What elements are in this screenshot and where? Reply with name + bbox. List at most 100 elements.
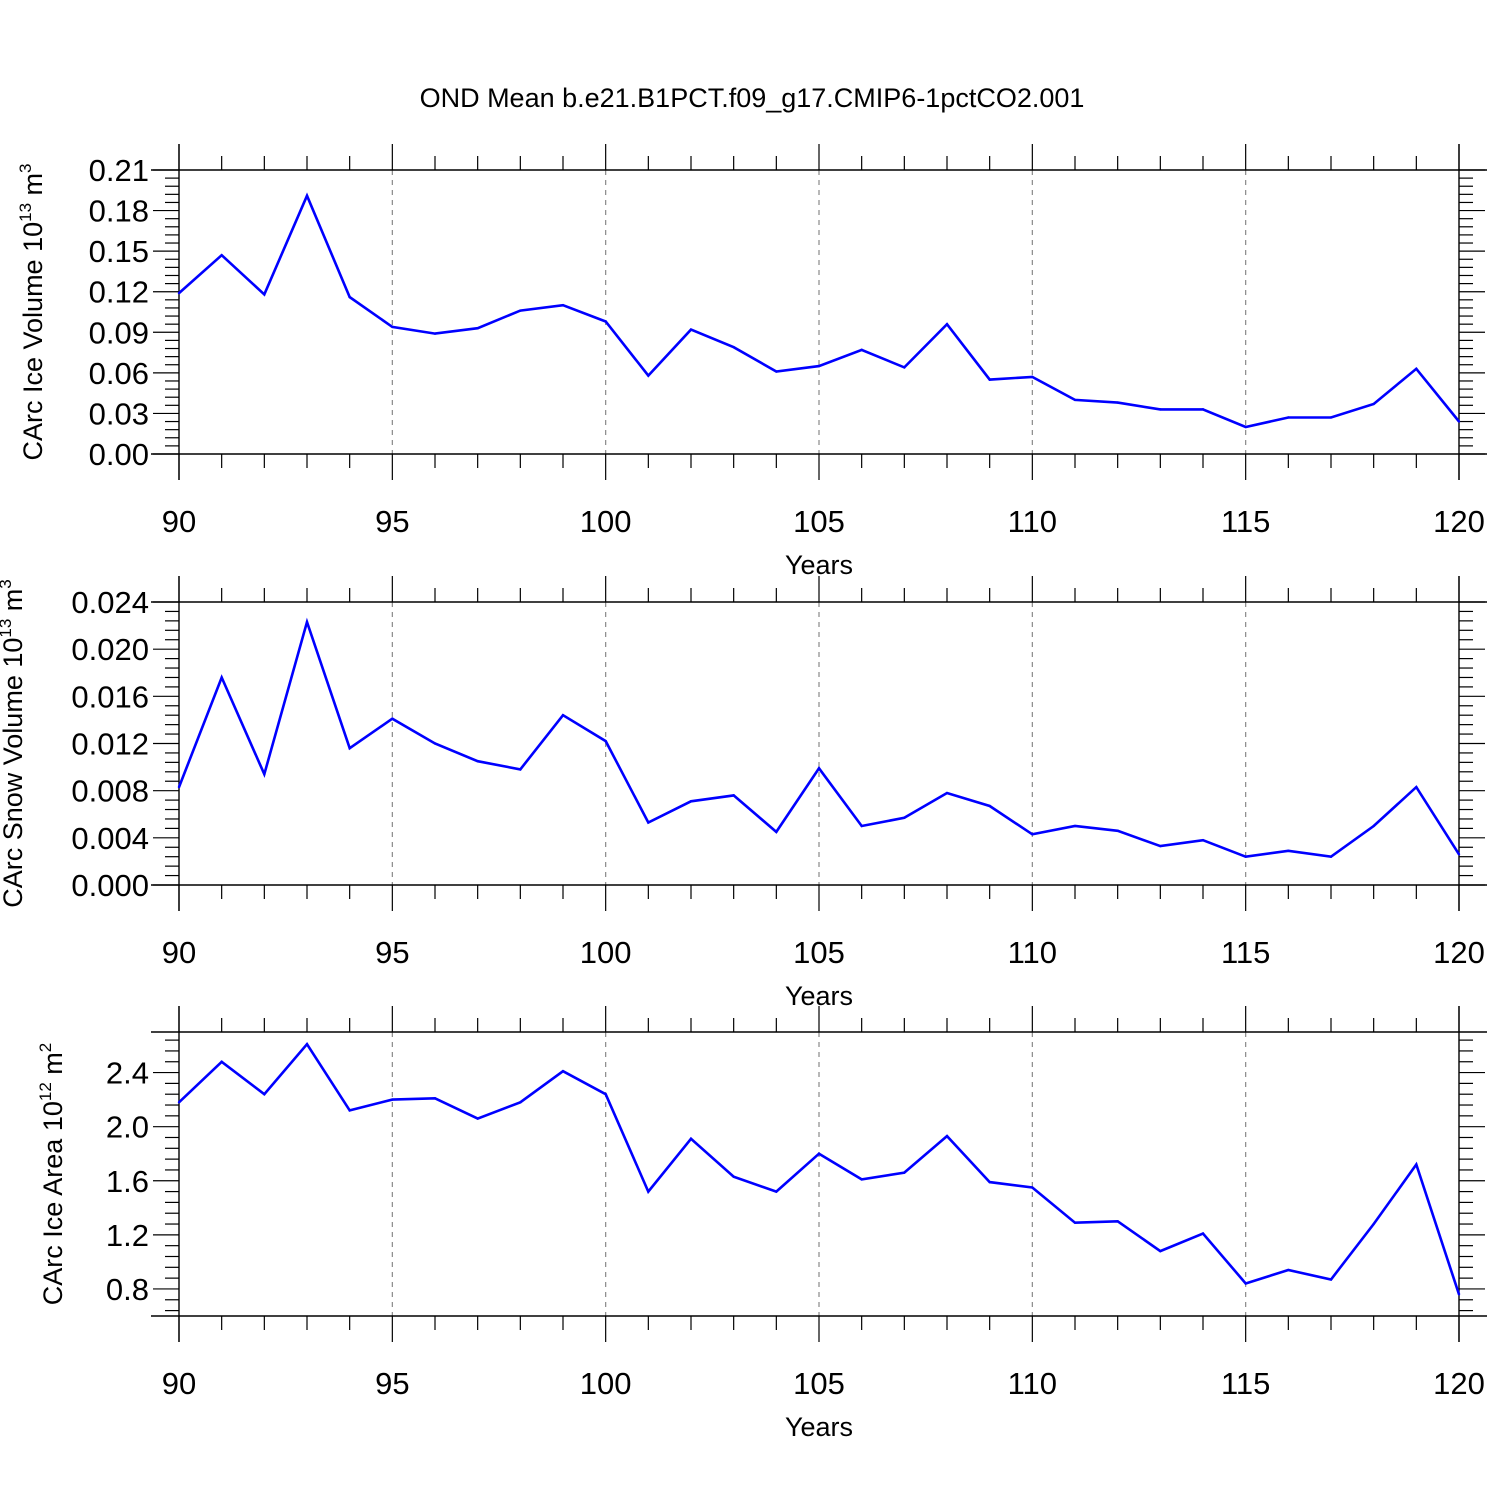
x-tick-label: 110 <box>1008 935 1057 970</box>
data-point <box>1372 824 1375 828</box>
data-point <box>647 1190 650 1193</box>
data-point <box>903 816 906 819</box>
data-point <box>647 374 650 377</box>
data-point <box>903 1171 906 1174</box>
y-tick-label: 0.000 <box>71 868 149 903</box>
data-point <box>1073 1221 1077 1224</box>
y-tick-label: 0.21 <box>89 153 149 188</box>
x-tick-label: 105 <box>793 504 845 539</box>
x-tick-label: 120 <box>1433 1366 1485 1401</box>
y-tick-label: 0.15 <box>89 234 149 269</box>
data-point <box>817 364 821 368</box>
data-point <box>220 676 223 679</box>
data-point <box>1159 408 1162 411</box>
panel-1: 90 95 100 105 110 115 120 Years 0.00 0.03 0.06 0.09… <box>16 144 1487 580</box>
y-tick-label: 0.09 <box>89 315 149 350</box>
data-point <box>433 332 437 335</box>
data-point <box>689 800 693 803</box>
data-point <box>220 1060 223 1063</box>
data-point <box>945 1134 949 1138</box>
data-point <box>945 322 949 326</box>
data-point <box>860 824 863 828</box>
data-point <box>1244 1282 1247 1285</box>
data-point <box>263 772 266 776</box>
y-axis-label: CArc Ice Area 1012 m2 <box>36 1043 68 1306</box>
y-tick-label: 0.03 <box>89 396 149 431</box>
data-point <box>476 1117 479 1120</box>
data-point <box>1415 1163 1418 1166</box>
data-point <box>263 293 266 296</box>
data-point <box>817 767 821 770</box>
y-tick-label: 2.0 <box>106 1110 149 1145</box>
data-point <box>1329 1278 1333 1281</box>
data-point <box>860 348 863 352</box>
data-point <box>561 714 565 717</box>
data-point <box>1116 829 1119 832</box>
x-tick-label: 115 <box>1221 935 1270 970</box>
x-tick-label: 105 <box>793 935 845 970</box>
x-tick-label: 120 <box>1433 935 1485 970</box>
data-point <box>1159 844 1162 848</box>
y-tick-label: 0.12 <box>89 275 149 310</box>
y-tick-label: 0.004 <box>71 821 149 856</box>
y-tick-label: 1.2 <box>106 1218 149 1253</box>
x-tick-label: 105 <box>793 1366 845 1401</box>
panel-3: 90 95 100 105 110 115 120 Years 0.8 1.2 1.6 2.0 2.4 C… <box>36 1006 1487 1442</box>
data-point <box>775 370 778 373</box>
data-point <box>945 791 949 795</box>
data-point <box>391 717 394 720</box>
y-tick-label: 0.016 <box>71 679 149 714</box>
data-point <box>1457 420 1461 423</box>
data-point <box>1073 824 1077 828</box>
data-point <box>519 309 522 312</box>
x-tick-label: 90 <box>162 504 196 539</box>
data-point <box>1244 855 1247 858</box>
data-point <box>988 1180 991 1184</box>
y-tick-label: 0.18 <box>89 194 149 229</box>
data-point <box>732 345 735 349</box>
data-point <box>775 1190 778 1193</box>
data-point <box>476 327 479 330</box>
data-point <box>1073 398 1077 402</box>
data-point <box>1457 1293 1461 1296</box>
data-point <box>348 1109 351 1112</box>
data-point <box>1201 408 1205 411</box>
data-point <box>1329 855 1333 858</box>
x-tick-label: 120 <box>1433 504 1485 539</box>
panel-2: 90 95 100 105 110 115 120Years0.0000.0040.0080… <box>0 576 1487 1011</box>
data-point <box>817 1152 821 1155</box>
data-point <box>988 804 991 808</box>
data-point <box>561 1070 565 1073</box>
data-point <box>1287 416 1290 419</box>
data-point <box>903 366 906 369</box>
data-point <box>177 1101 181 1104</box>
x-tick-label: 110 <box>1008 504 1057 539</box>
data-point <box>433 742 437 745</box>
data-point <box>860 1178 863 1181</box>
y-tick-label: 0.012 <box>71 727 149 762</box>
data-point <box>1415 785 1418 789</box>
data-point <box>305 1042 309 1046</box>
data-point <box>1201 838 1205 842</box>
data-point <box>391 325 394 329</box>
data-point <box>604 320 607 323</box>
data-point <box>177 785 181 789</box>
data-point <box>1031 833 1034 836</box>
data-point <box>476 759 479 763</box>
y-tick-label: 0.024 <box>71 585 149 620</box>
data-point <box>561 304 565 307</box>
data-point <box>1372 1222 1375 1226</box>
data-point <box>988 378 991 381</box>
data-point <box>433 1097 437 1100</box>
data-point <box>1457 853 1461 856</box>
y-axis-label: CArc Snow Volume 1013 m3 <box>0 579 28 908</box>
x-tick-label: 90 <box>162 1366 196 1401</box>
data-point <box>689 328 693 331</box>
x-tick-label: 100 <box>580 504 632 539</box>
data-point <box>1415 367 1418 370</box>
data-point <box>519 1101 522 1104</box>
y-axis-label: CArc Ice Volume 1013 m3 <box>16 163 48 460</box>
chart-title: OND Mean b.e21.B1PCT.f09_g17.CMIP6-1pctC… <box>420 83 1085 113</box>
data-point <box>732 1175 735 1178</box>
